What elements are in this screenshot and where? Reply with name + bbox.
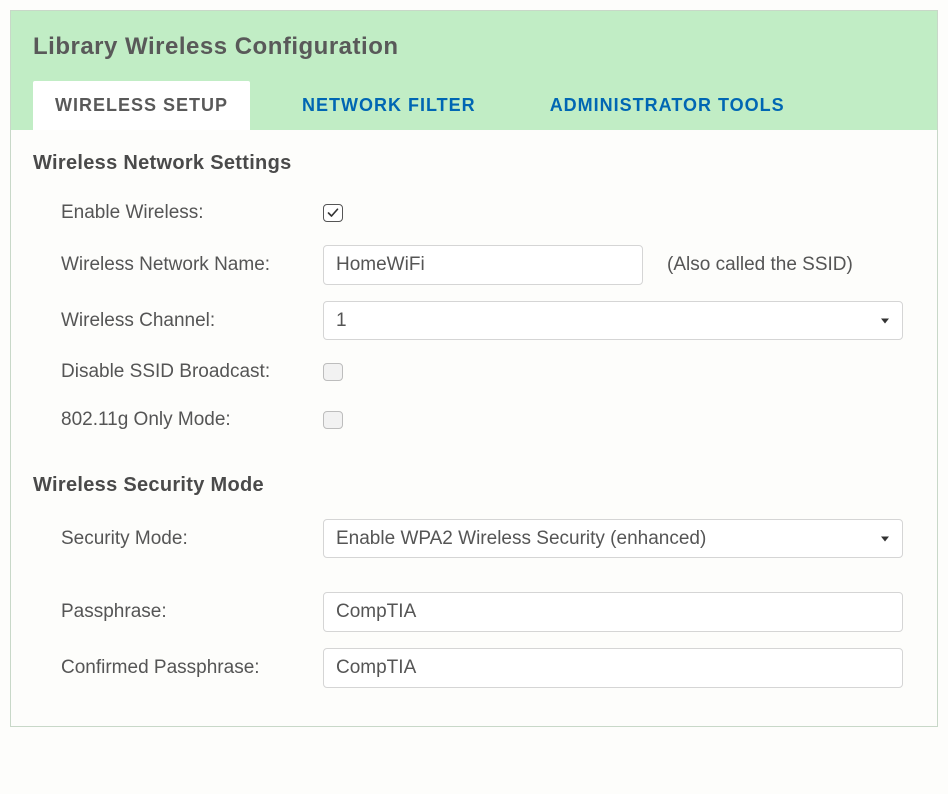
checkbox-enable-wireless[interactable] <box>323 204 343 222</box>
row-security-mode: Security Mode: Enable WPA2 Wireless Secu… <box>33 511 915 566</box>
label-disable-broadcast: Disable SSID Broadcast: <box>33 361 323 383</box>
tab-network-filter[interactable]: NETWORK FILTER <box>280 81 498 130</box>
config-panel: Library Wireless Configuration WIRELESS … <box>10 10 938 727</box>
label-g-only: 802.11g Only Mode: <box>33 409 323 431</box>
input-confirm-passphrase[interactable] <box>323 648 903 688</box>
input-passphrase[interactable] <box>323 592 903 632</box>
tab-label: NETWORK FILTER <box>302 95 476 115</box>
hint-ssid: (Also called the SSID) <box>667 254 853 276</box>
checkbox-disable-broadcast[interactable] <box>323 363 343 381</box>
label-channel: Wireless Channel: <box>33 310 323 332</box>
row-g-only: 802.11g Only Mode: <box>33 396 915 444</box>
row-ssid: Wireless Network Name: (Also called the … <box>33 237 915 293</box>
section-heading-security: Wireless Security Mode <box>33 474 915 497</box>
select-security-mode[interactable]: Enable WPA2 Wireless Security (enhanced) <box>323 519 903 558</box>
input-ssid[interactable] <box>323 245 643 285</box>
checkbox-g-only[interactable] <box>323 411 343 429</box>
section-heading-network: Wireless Network Settings <box>33 152 915 175</box>
tab-label: WIRELESS SETUP <box>55 95 228 115</box>
row-channel: Wireless Channel: 1 <box>33 293 915 348</box>
label-ssid: Wireless Network Name: <box>33 254 323 276</box>
row-disable-broadcast: Disable SSID Broadcast: <box>33 348 915 396</box>
label-passphrase: Passphrase: <box>33 601 323 623</box>
panel-content: Wireless Network Settings Enable Wireles… <box>11 130 937 726</box>
tab-bar: WIRELESS SETUP NETWORK FILTER ADMINISTRA… <box>33 81 915 130</box>
label-enable-wireless: Enable Wireless: <box>33 202 323 224</box>
row-passphrase: Passphrase: <box>33 584 915 640</box>
row-confirm-passphrase: Confirmed Passphrase: <box>33 640 915 696</box>
label-confirm-passphrase: Confirmed Passphrase: <box>33 657 323 679</box>
row-enable-wireless: Enable Wireless: <box>33 189 915 237</box>
label-security-mode: Security Mode: <box>33 528 323 550</box>
check-icon <box>327 207 339 219</box>
select-channel[interactable]: 1 <box>323 301 903 340</box>
tab-administrator-tools[interactable]: ADMINISTRATOR TOOLS <box>528 81 807 130</box>
tab-label: ADMINISTRATOR TOOLS <box>550 95 785 115</box>
panel-header: Library Wireless Configuration WIRELESS … <box>11 11 937 130</box>
tab-wireless-setup[interactable]: WIRELESS SETUP <box>33 81 250 130</box>
page-title: Library Wireless Configuration <box>33 33 915 61</box>
